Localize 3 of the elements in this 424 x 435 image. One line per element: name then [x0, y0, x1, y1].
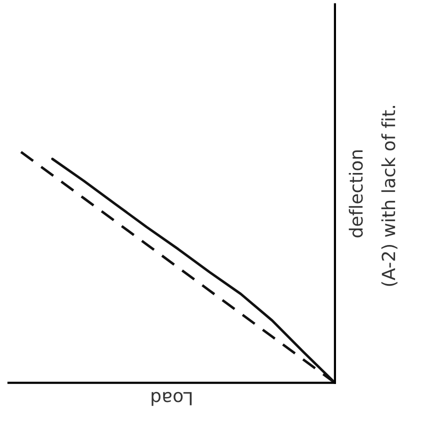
text: (A-2) with lack of fit. [381, 106, 398, 286]
x-axis-title: Load [152, 392, 192, 406]
y-axis-title: deflection [348, 150, 363, 238]
